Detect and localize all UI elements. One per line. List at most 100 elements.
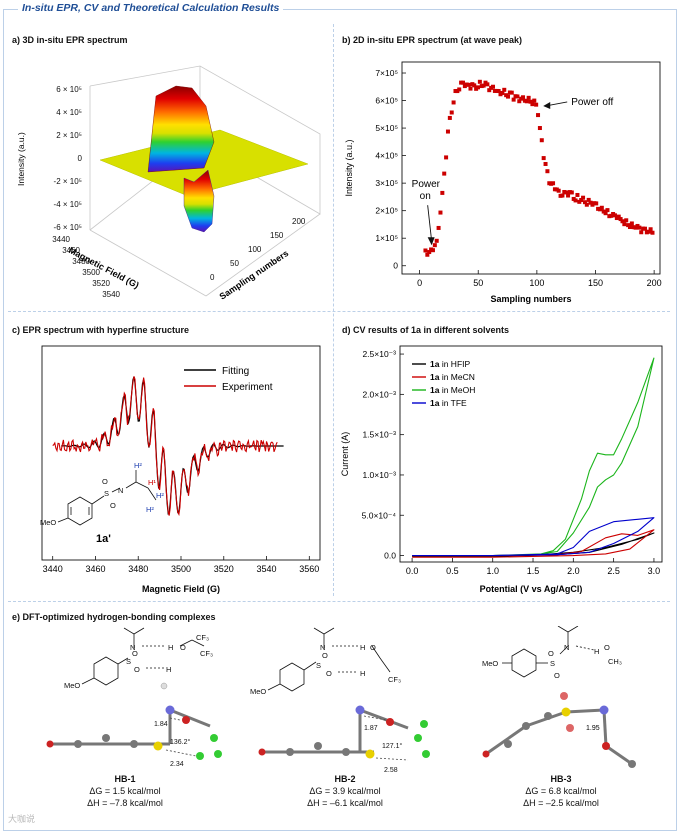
- cv-series: [412, 529, 655, 558]
- atom-label: MeO: [482, 659, 498, 668]
- data-point: [582, 200, 587, 205]
- data-point: [515, 94, 520, 99]
- y-tick-label: 4×10⁵: [375, 151, 398, 161]
- data-point: [579, 198, 584, 203]
- distance-label: 1.87: [364, 725, 378, 732]
- structure-hb-2: N H O S O O H CF₃ MeO 1.8: [250, 627, 430, 774]
- data-point: [556, 188, 561, 193]
- ball-stick-hb-2: [258, 705, 430, 759]
- x-tick-label: 3460: [85, 564, 105, 574]
- data-point: [427, 250, 432, 255]
- x-tick-label: 3540: [257, 564, 277, 574]
- atom-label: MeO: [64, 681, 80, 690]
- complex-dh: ΔH = –6.1 kcal/mol: [307, 798, 383, 808]
- atom-label: O: [604, 643, 610, 652]
- complex-dh: ΔH = –7.8 kcal/mol: [87, 798, 163, 808]
- data-point: [586, 197, 591, 202]
- annotation-power-on-2: on: [420, 191, 431, 202]
- chart-c: 3440 3460 3480 3500 3520 3540 3560 Fitting Exp…: [40, 345, 321, 594]
- data-point: [541, 156, 546, 161]
- x-tick-label: 50: [473, 278, 483, 288]
- ball-stick-hb-1: [46, 682, 222, 760]
- data-point: [622, 222, 627, 227]
- data-point: [425, 252, 430, 257]
- atom-label: H²: [146, 505, 154, 514]
- data-point: [477, 79, 482, 84]
- data-point: [536, 113, 541, 118]
- plot-area-d: [399, 345, 663, 563]
- data-point: [530, 102, 535, 107]
- data-point: [528, 99, 533, 104]
- angle-label: 136.2°: [170, 738, 191, 746]
- chart-b-xlabel: Sampling numbers: [490, 294, 571, 304]
- atom-label: O: [134, 665, 140, 674]
- data-point: [481, 83, 486, 88]
- data-point: [430, 248, 435, 253]
- atom-label: N: [130, 643, 135, 652]
- complex-id: HB-3: [550, 774, 572, 784]
- distance-label: 1.95: [586, 725, 600, 732]
- atom-label: S: [104, 489, 109, 498]
- data-point: [616, 214, 621, 219]
- atom-label: S: [550, 659, 555, 668]
- y-tick-label: 0.0: [384, 551, 396, 561]
- y-tick-label: 7×10⁵: [375, 68, 398, 78]
- y-tick-label: 1.0×10⁻³: [362, 470, 396, 480]
- data-point: [466, 82, 471, 87]
- data-point: [457, 87, 462, 92]
- sample-tick: 50: [230, 259, 239, 268]
- field-tick: 3500: [82, 268, 100, 277]
- x-tick-label: 100: [529, 278, 544, 288]
- data-point: [588, 200, 593, 205]
- x-tick-label: 0: [417, 278, 422, 288]
- y-tick-label: 3×10⁵: [375, 178, 398, 188]
- x-tick-label: 0.5: [446, 566, 459, 576]
- y-tick-label: 2.0×10⁻³: [362, 389, 396, 399]
- annotation-arrowhead: [543, 102, 551, 110]
- annotation-arrow: [427, 205, 433, 242]
- ball-stick-hb-3: [482, 692, 636, 768]
- data-point: [612, 213, 617, 218]
- data-point: [629, 221, 634, 226]
- y-tick-label: 6×10⁵: [375, 96, 398, 106]
- atom-label: H: [360, 643, 365, 652]
- field-ticks: 3440 3460 3480 3500 3520 3540: [52, 235, 120, 299]
- data-point: [551, 181, 556, 186]
- z-tick: -4 × 10⁵: [54, 200, 82, 209]
- field-tick: 3460: [62, 246, 80, 255]
- x-tick-label: 3480: [128, 564, 148, 574]
- data-point: [569, 190, 574, 195]
- panel-d-title: d) CV results of 1a in different solvent…: [342, 325, 510, 335]
- x-tick-label: 3520: [214, 564, 234, 574]
- data-point: [537, 126, 542, 131]
- data-point: [451, 100, 456, 105]
- watermark: 大咖说: [8, 814, 36, 824]
- molecule-1a-prime: [57, 470, 157, 526]
- z-tick: -2 × 10⁵: [54, 177, 82, 186]
- panel-a-title: a) 3D in-situ EPR spectrum: [12, 35, 128, 45]
- x-tick-label: 2.0: [567, 566, 580, 576]
- distance-label: 1.84: [154, 721, 168, 728]
- atom-label: CF₃: [388, 675, 401, 684]
- chart-b-marks: 0 50 100 150 200 0 1×10⁵ 2×10⁵ 3×10⁵ 4×10⁵ 5×10⁵ 6×…: [375, 68, 661, 288]
- x-tick-label: 3560: [299, 564, 319, 574]
- legend-mecn: 1a in MeCN: [430, 372, 475, 382]
- data-point: [500, 90, 505, 95]
- data-point: [650, 230, 655, 235]
- data-point: [564, 190, 569, 195]
- data-point: [534, 102, 539, 107]
- data-point: [573, 198, 578, 203]
- data-point: [648, 227, 653, 232]
- atom-label: N: [320, 643, 325, 652]
- complex-id: HB-2: [334, 774, 356, 784]
- legend-rest: in MeOH: [439, 385, 475, 395]
- atom-label: H: [594, 647, 599, 656]
- data-point: [472, 83, 477, 88]
- atom-label: O: [102, 477, 108, 486]
- data-point: [511, 97, 516, 102]
- data-point: [584, 202, 589, 207]
- atom-label: O: [554, 671, 560, 680]
- series-experiment: [52, 376, 278, 517]
- atom-label: S: [316, 661, 321, 670]
- legend-tfe: 1a in TFE: [430, 398, 467, 408]
